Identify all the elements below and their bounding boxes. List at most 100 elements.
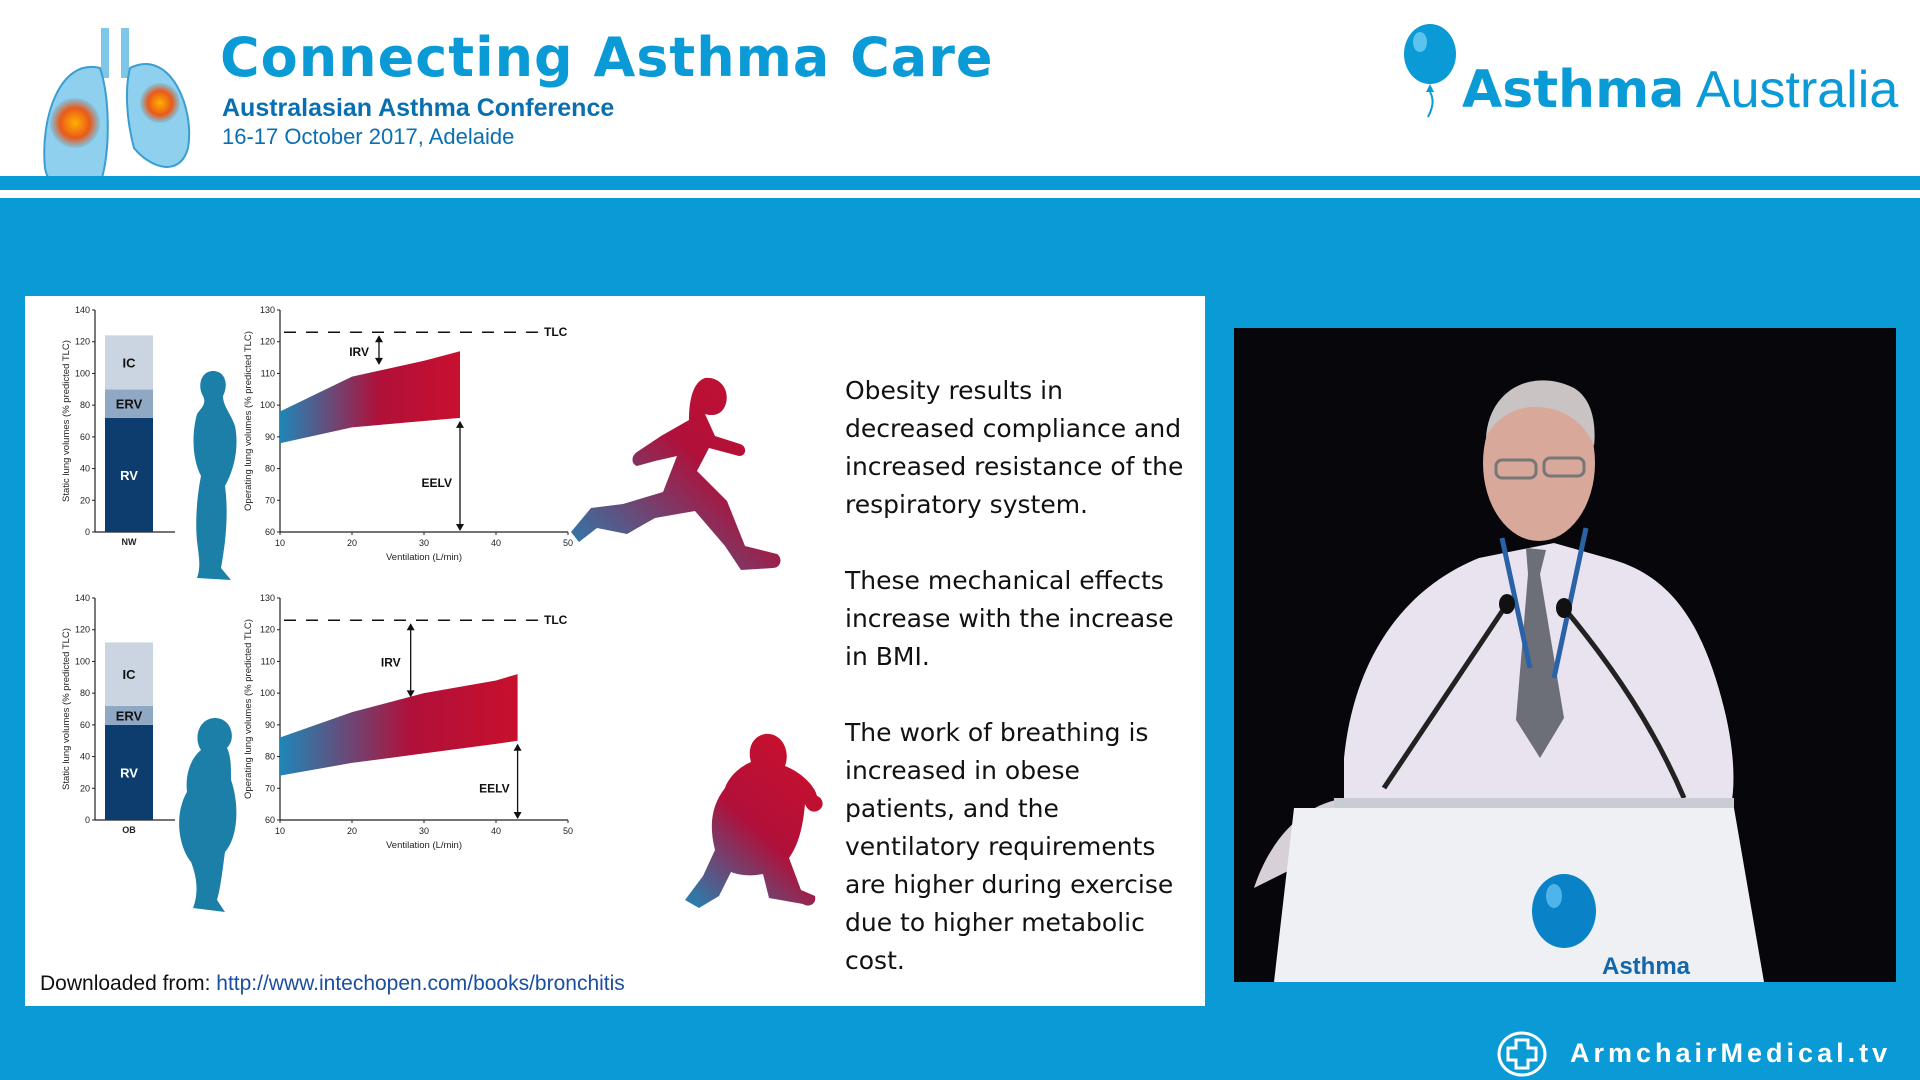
- footer-brand-text: ArmchairMedical.tv: [1570, 1038, 1892, 1068]
- y-tick-label: 40: [80, 752, 90, 762]
- x-tick-label: 30: [419, 826, 429, 836]
- medical-cross-icon: [1497, 1031, 1547, 1077]
- static-volumes-nw-chart: 0 20 40 60 80 100 120 140 Static lung volumes (%…: [61, 305, 175, 547]
- x-tick-label: 40: [491, 538, 501, 548]
- y-tick-label: 120: [75, 625, 90, 635]
- y-tick-label: 20: [80, 495, 90, 505]
- header-divider: [0, 176, 1920, 190]
- x-tick-label: 50: [563, 538, 573, 548]
- source-prefix: Downloaded from:: [40, 972, 217, 995]
- eelv-arrow-head: [456, 524, 464, 531]
- y-tick-label: 120: [75, 337, 90, 347]
- y-tick-label: 40: [80, 464, 90, 474]
- bar-segment-erv: [105, 705, 153, 725]
- y-tick-label: 60: [80, 432, 90, 442]
- conference-subtitle: Australasian Asthma Conference: [222, 94, 615, 122]
- slide-body-text: Obesity results in decreased compliance …: [845, 372, 1195, 1018]
- irv-label: IRV: [381, 655, 401, 669]
- footer-brand: ArmchairMedical.tv: [1496, 1030, 1906, 1077]
- speaker-video-feed: Asthma: [1234, 328, 1896, 982]
- static-volumes-ob-chart: 0 20 40 60 80 100 120 140 Static lung volumes (%…: [61, 593, 175, 835]
- y-tick-label: 120: [260, 337, 275, 347]
- bar-segment-label: ERV: [116, 397, 143, 412]
- x-tick-label: 50: [563, 826, 573, 836]
- header-divider-white: [0, 190, 1920, 198]
- y-tick-label: 90: [265, 720, 275, 730]
- x-tick-label: 40: [491, 826, 501, 836]
- y-tick-label: 100: [75, 656, 90, 666]
- y-axis-label: Static lung volumes (% predicted TLC): [61, 628, 72, 790]
- conference-title: Connecting Asthma Care: [220, 26, 994, 89]
- bar-segment-rv: [105, 417, 153, 532]
- y-tick-label: 0: [85, 527, 90, 537]
- operating-volume-band: [280, 351, 460, 444]
- slide-paragraph: The work of breathing is increased in ob…: [845, 718, 1174, 975]
- bar-segment-label: IC: [123, 355, 137, 370]
- x-tick-label: 20: [347, 538, 357, 548]
- balloon-icon: [1404, 24, 1456, 118]
- y-tick-label: 110: [261, 656, 275, 666]
- y-tick-label: 20: [80, 783, 90, 793]
- eelv-arrow-head: [513, 743, 522, 751]
- x-tick-label: 30: [419, 538, 429, 548]
- microphone-icon: [1381, 602, 1510, 790]
- y-tick-label: 70: [265, 495, 275, 505]
- tlc-label: TLC: [544, 613, 568, 627]
- lectern-brand: Asthma: [1602, 953, 1691, 980]
- presentation-slide: 0 20 40 60 80 100 120 140 Static lung volumes (%…: [25, 296, 1205, 1006]
- source-citation: Downloaded from: http://www.intechopen.c…: [40, 972, 625, 996]
- y-tick-label: 70: [265, 783, 275, 793]
- tlc-label: TLC: [544, 325, 568, 339]
- x-tick-label: 10: [275, 538, 285, 548]
- speaker-head: [1483, 385, 1595, 541]
- category-label: OB: [122, 825, 136, 835]
- y-tick-label: 100: [260, 400, 275, 410]
- eelv-label: EELV: [479, 781, 509, 795]
- speaker-scene: Asthma: [1234, 328, 1896, 982]
- irv-arrow-head: [375, 335, 383, 343]
- bar-segment-label: RV: [120, 765, 138, 780]
- y-axis-label: Static lung volumes (% predicted TLC): [61, 340, 72, 502]
- slide-paragraph: Obesity results in decreased compliance …: [845, 376, 1184, 519]
- y-tick-label: 140: [75, 305, 90, 315]
- bar-segment-label: ERV: [116, 708, 143, 723]
- y-tick-label: 60: [265, 527, 275, 537]
- brand-asthma: Asthma: [1462, 60, 1685, 120]
- bar-segment-label: IC: [123, 667, 137, 682]
- y-axis-label: Operating lung volumes (% predicted TLC): [243, 331, 254, 511]
- eelv-arrow-head: [456, 420, 464, 428]
- x-axis-label: Ventilation (L/min): [386, 552, 462, 563]
- y-tick-label: 0: [85, 815, 90, 825]
- eelv-arrow-head: [513, 812, 522, 819]
- y-tick-label: 80: [80, 400, 90, 410]
- operating-volumes-nw-chart: 60 70 80 90 100 110 120 130 10 20 30 40 50 Operating …: [243, 305, 573, 563]
- y-tick-label: 100: [260, 688, 275, 698]
- y-tick-label: 60: [80, 720, 90, 730]
- y-tick-label: 80: [265, 464, 275, 474]
- speaker-tie: [1516, 548, 1564, 758]
- y-tick-label: 90: [265, 432, 275, 442]
- lectern: [1274, 808, 1764, 982]
- bar-segment-erv: [105, 389, 153, 418]
- brand-australia: Australia: [1695, 61, 1899, 119]
- bar-segment-ic: [105, 642, 153, 706]
- y-tick-label: 100: [75, 368, 90, 378]
- category-label: NW: [122, 537, 137, 547]
- operating-volumes-ob-chart: 60 70 80 90 100 110 120 130 10 20 30 40 50 Operating …: [243, 593, 573, 851]
- source-link[interactable]: http://www.intechopen.com/books/bronchit…: [216, 972, 625, 995]
- y-tick-label: 140: [75, 593, 90, 603]
- y-tick-label: 130: [260, 593, 275, 603]
- lungs-logo-icon: [43, 28, 191, 195]
- asthma-australia-logo: Asthma Australia: [1400, 22, 1900, 122]
- x-axis-label: Ventilation (L/min): [386, 840, 462, 851]
- x-tick-label: 10: [275, 826, 285, 836]
- runner-figure-icon: [571, 377, 781, 570]
- irv-label: IRV: [349, 345, 369, 359]
- conference-date: 16-17 October 2017, Adelaide: [222, 124, 515, 149]
- y-tick-label: 130: [260, 305, 275, 315]
- bar-segment-ic: [105, 335, 153, 390]
- y-tick-label: 80: [265, 752, 275, 762]
- bar-segment-rv: [105, 724, 153, 820]
- y-axis-label: Operating lung volumes (% predicted TLC): [243, 619, 254, 799]
